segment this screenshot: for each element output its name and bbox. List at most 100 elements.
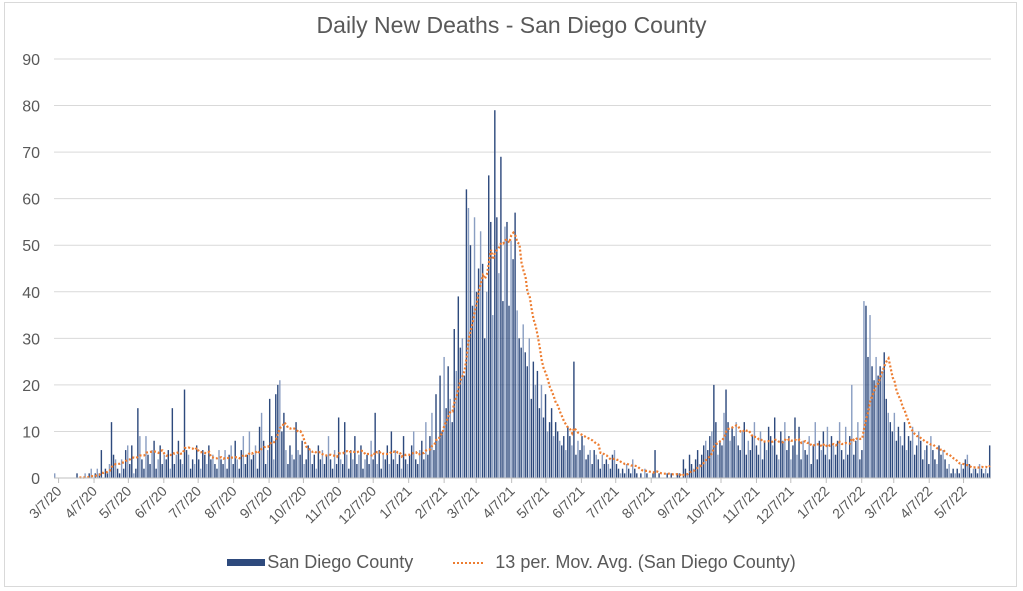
bar xyxy=(376,464,378,478)
bar xyxy=(301,440,303,478)
bar xyxy=(761,459,764,478)
legend-bar-swatch xyxy=(227,559,266,566)
bar xyxy=(603,464,606,478)
bar xyxy=(613,450,616,478)
bar xyxy=(256,468,259,478)
bar xyxy=(327,436,330,478)
bar xyxy=(100,450,103,478)
bar xyxy=(295,422,297,478)
bar xyxy=(96,468,99,478)
bar xyxy=(911,426,914,478)
bar xyxy=(388,464,391,478)
bar xyxy=(114,459,117,478)
bar xyxy=(810,464,812,478)
bar xyxy=(840,450,843,478)
bar xyxy=(337,417,340,478)
bar xyxy=(124,450,127,478)
bar xyxy=(76,473,78,478)
x-tick-label: 2/7/21 xyxy=(411,483,450,522)
bar xyxy=(790,459,792,478)
bar xyxy=(869,315,871,478)
bar xyxy=(812,445,814,478)
bar xyxy=(118,473,121,478)
bar xyxy=(193,464,196,478)
bar xyxy=(881,370,883,478)
bar xyxy=(930,436,932,478)
x-tick-label: 12/7/21 xyxy=(753,483,797,527)
bar xyxy=(224,450,226,478)
bar xyxy=(358,454,360,478)
bar xyxy=(222,464,224,478)
bar xyxy=(966,454,969,478)
bar xyxy=(725,389,727,478)
bar xyxy=(684,468,687,478)
bar xyxy=(952,468,954,478)
bar xyxy=(149,464,151,478)
bar xyxy=(181,464,184,478)
bar xyxy=(423,459,425,478)
legend-item-bars[interactable]: San Diego County xyxy=(227,552,413,573)
bar xyxy=(143,468,145,478)
bar xyxy=(575,454,577,478)
bar xyxy=(920,440,922,478)
bar xyxy=(832,445,835,478)
bar xyxy=(640,473,642,478)
x-tick-label: 12/7/20 xyxy=(335,483,379,527)
bar xyxy=(905,450,908,478)
bar xyxy=(968,464,971,478)
x-tick-label: 1/7/22 xyxy=(794,483,833,522)
bar xyxy=(652,473,654,478)
bar xyxy=(632,459,634,478)
bar xyxy=(502,301,504,478)
bar xyxy=(585,459,587,478)
bar xyxy=(855,440,857,478)
bar xyxy=(561,445,563,478)
y-tick-label: 70 xyxy=(22,145,40,162)
legend-item-moving-average[interactable]: 13 per. Mov. Avg. (San Diego County) xyxy=(453,552,796,573)
bar xyxy=(974,468,977,478)
bar xyxy=(490,221,492,478)
bar xyxy=(384,459,387,478)
bar xyxy=(133,473,135,478)
bar xyxy=(609,468,612,478)
bar xyxy=(469,245,472,478)
bar xyxy=(540,384,543,478)
bar xyxy=(400,468,403,478)
bar xyxy=(893,412,896,478)
x-tick-label: 2/7/22 xyxy=(829,483,868,522)
bar xyxy=(232,464,234,478)
bar xyxy=(455,370,457,478)
bar xyxy=(449,398,451,478)
bar xyxy=(500,156,502,478)
bar xyxy=(408,454,411,478)
bar xyxy=(938,445,940,478)
bar xyxy=(678,473,681,478)
bar xyxy=(262,440,265,478)
bar xyxy=(412,431,415,478)
bar xyxy=(218,450,220,478)
bar xyxy=(279,380,281,478)
bar xyxy=(942,450,944,478)
bar xyxy=(477,268,480,478)
bar xyxy=(940,454,942,478)
bar xyxy=(587,454,589,478)
bar xyxy=(806,454,808,478)
bar xyxy=(281,431,283,478)
y-tick-label: 0 xyxy=(31,471,40,488)
bar xyxy=(398,454,401,478)
bar xyxy=(771,445,774,478)
bar xyxy=(922,459,924,478)
bar xyxy=(386,445,389,478)
bar xyxy=(538,408,541,478)
bar xyxy=(321,450,324,478)
bar xyxy=(619,473,622,478)
bar xyxy=(607,464,610,478)
bar xyxy=(266,450,269,478)
bar xyxy=(137,408,139,478)
bar xyxy=(518,338,520,478)
bar xyxy=(552,436,555,478)
bar xyxy=(451,422,453,478)
bar xyxy=(565,450,567,478)
bar xyxy=(508,305,510,478)
bar xyxy=(346,454,348,478)
